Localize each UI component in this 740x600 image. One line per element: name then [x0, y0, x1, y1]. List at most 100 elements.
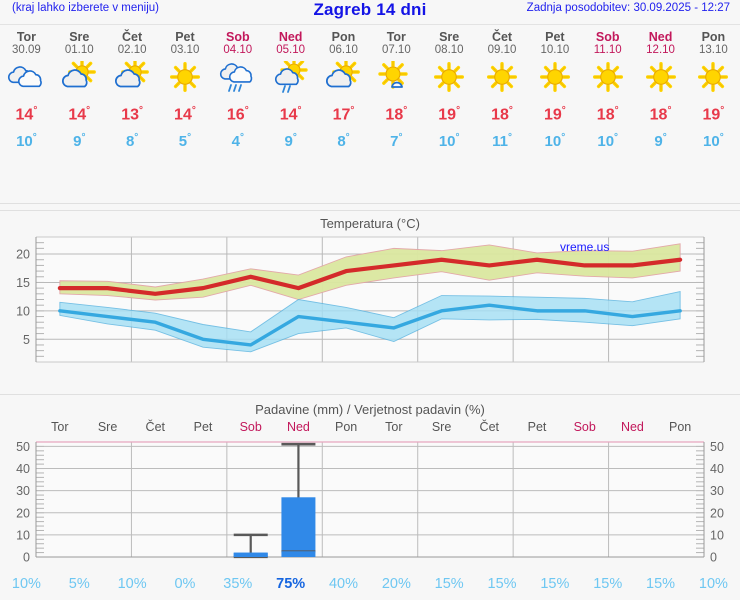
- temperature-chart: Temperatura (°C) 5 10 15 20 vreme.us: [0, 216, 740, 396]
- precip-day-label-8: Sre: [432, 420, 452, 434]
- day-name: Sre: [69, 30, 90, 44]
- day-header-2[interactable]: Čet 02.10: [106, 25, 159, 57]
- day-header-5[interactable]: Ned 05.10: [264, 25, 317, 57]
- precip-day-label-11: Sob: [574, 420, 596, 434]
- precip-y-tick-left: 30: [16, 484, 30, 498]
- day-name: Pet: [175, 30, 195, 44]
- day-name: Ned: [278, 30, 303, 44]
- precip-y-tick-right: 50: [710, 440, 724, 454]
- precip-probability-5: 75%: [276, 576, 306, 592]
- day-icon-cell-1: [53, 57, 106, 99]
- day-name: Sob: [595, 30, 620, 44]
- precip-day-label-12: Ned: [621, 420, 644, 434]
- day-icon-cell-8: [423, 57, 476, 99]
- day-header-12[interactable]: Ned 12.10: [634, 25, 687, 57]
- precip-y-tick-right: 20: [710, 506, 724, 520]
- tmax-value: 14°: [279, 105, 302, 124]
- day-tmin-cell-6: 8°: [317, 127, 370, 153]
- precip-y-tick-right: 40: [710, 462, 724, 476]
- precip-day-label-1: Sre: [98, 420, 118, 434]
- day-tmin-cell-9: 11°: [476, 127, 529, 153]
- day-header-11[interactable]: Sob 11.10: [581, 25, 634, 57]
- day-tmin-cell-11: 10°: [581, 127, 634, 153]
- page-header: (kraj lahko izberete v meniju) Zagreb 14…: [0, 0, 740, 22]
- precipitation-plot: Tor Sre Čet Pet Sob Ned Pon Tor Sre Čet Pet Sob Ned P…: [0, 417, 740, 572]
- tmin-value: 10°: [438, 132, 460, 151]
- day-date: 12.10: [646, 44, 675, 56]
- precip-probability-11: 15%: [593, 576, 623, 592]
- day-date: 11.10: [593, 44, 622, 56]
- day-tmax-cell-10: 19°: [528, 99, 581, 127]
- precip-day-label-9: Čet: [480, 419, 500, 434]
- day-date: 07.10: [381, 44, 411, 56]
- precip-base-5: [281, 551, 316, 557]
- day-date: 02.10: [117, 44, 147, 56]
- page-title: Zagreb 14 dni: [313, 0, 427, 19]
- precip-probability-10: 15%: [540, 576, 570, 592]
- sun-small-cloud-icon: [376, 61, 416, 95]
- precip-day-label-5: Ned: [287, 420, 310, 434]
- rain-icon: [218, 61, 258, 95]
- day-name: Pon: [331, 30, 356, 44]
- day-header-4[interactable]: Sob 04.10: [211, 25, 264, 57]
- tmin-value: 10°: [544, 132, 566, 151]
- precip-probability-7: 20%: [381, 576, 411, 592]
- temp-y-tick: 15: [16, 276, 30, 290]
- day-tmin-cell-2: 8°: [106, 127, 159, 153]
- day-date: 01.10: [64, 44, 94, 56]
- temp-min-line: [58, 303, 682, 347]
- day-icon-cell-5: [264, 57, 317, 99]
- day-header-9[interactable]: Čet 09.10: [476, 25, 529, 57]
- tmax-value: 16°: [226, 105, 249, 124]
- partly-sunny-icon: [323, 61, 363, 95]
- day-header-0[interactable]: Tor 30.09: [0, 25, 53, 57]
- day-icon-cell-7: [370, 57, 423, 99]
- tmax-value: 18°: [649, 105, 672, 124]
- daily-forecast-strip: Tor 30.09 Sre 01.10 Čet 02.10 Pet 03.10 Sob 04.10…: [0, 24, 740, 185]
- precip-day-label-13: Pon: [669, 420, 691, 434]
- sunny-icon: [165, 61, 205, 95]
- day-tmax-cell-4: 16°: [211, 99, 264, 127]
- day-header-13[interactable]: Pon 13.10: [687, 25, 740, 57]
- day-header-3[interactable]: Pet 03.10: [159, 25, 212, 57]
- precip-y-tick-right: 30: [710, 484, 724, 498]
- tmin-value: 5°: [178, 132, 192, 151]
- tmin-value: 4°: [231, 132, 244, 151]
- day-header-1[interactable]: Sre 01.10: [53, 25, 106, 57]
- precip-probability-8: 15%: [434, 576, 464, 592]
- precip-probability-9: 15%: [487, 576, 517, 592]
- day-name: Čet: [122, 30, 143, 44]
- precip-day-label-2: Čet: [146, 419, 166, 434]
- watermark: vreme.us: [560, 240, 609, 254]
- precipitation-probability-row: 10% 5% 10% 0% 35% 75% 40% 20% 15% 15% 15% 15% 15% 10%: [0, 576, 740, 592]
- precip-y-tick-left: 50: [16, 440, 30, 454]
- day-date: 03.10: [170, 44, 200, 56]
- day-name: Čet: [491, 30, 513, 44]
- day-header-7[interactable]: Tor 07.10: [370, 25, 423, 57]
- tmax-value: 14°: [68, 105, 91, 124]
- day-header-10[interactable]: Pet 10.10: [528, 25, 581, 57]
- precip-y-tick-left: 20: [16, 506, 30, 520]
- day-tmax-cell-7: 18°: [370, 99, 423, 127]
- day-icon-cell-2: [106, 57, 159, 99]
- day-tmin-cell-10: 10°: [528, 127, 581, 153]
- day-tmax-cell-12: 18°: [634, 99, 687, 127]
- temp-max-line: [57, 257, 683, 296]
- day-tmax-cell-0: 14°: [0, 99, 53, 127]
- day-name: Tor: [16, 30, 37, 44]
- tmin-value: 8°: [125, 132, 139, 151]
- tmin-value: 10°: [703, 132, 724, 151]
- day-date: 06.10: [329, 44, 358, 56]
- divider-top: [0, 203, 740, 204]
- sunny-icon: [641, 61, 681, 95]
- tmax-value: 19°: [702, 105, 725, 124]
- day-header-6[interactable]: Pon 06.10: [317, 25, 370, 57]
- precip-y-tick-left: 0: [23, 551, 30, 565]
- day-tmax-cell-6: 17°: [317, 99, 370, 127]
- tmin-value: 10°: [597, 132, 619, 151]
- precip-probability-6: 40%: [328, 576, 358, 592]
- day-header-8[interactable]: Sre 08.10: [423, 25, 476, 57]
- day-tmax-cell-1: 14°: [53, 99, 106, 127]
- tmax-value: 14°: [174, 105, 196, 124]
- tmin-value: 9°: [284, 132, 297, 151]
